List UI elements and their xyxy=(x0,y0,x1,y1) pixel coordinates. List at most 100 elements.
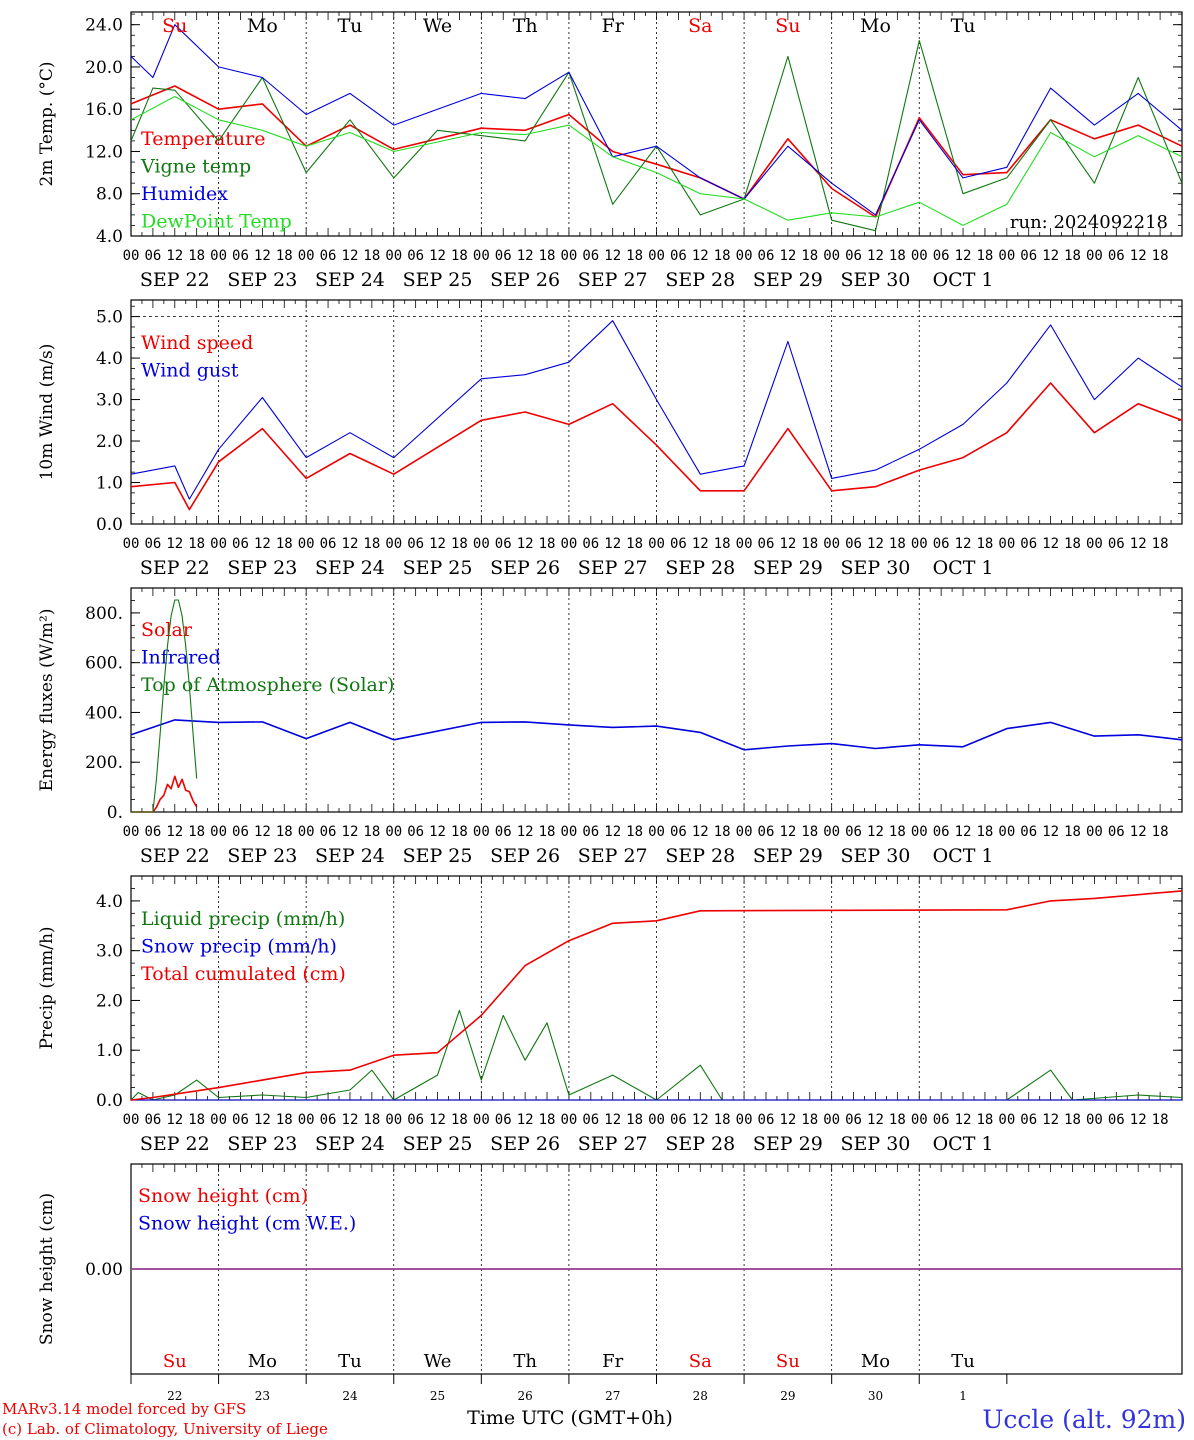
hour-label: 06 xyxy=(144,1112,161,1128)
lab-credit: (c) Lab. of Climatology, University of L… xyxy=(2,1420,328,1438)
hour-label: 18 xyxy=(889,248,906,264)
series-line-infrared xyxy=(130,719,1183,751)
hour-label: 18 xyxy=(626,824,643,840)
date-label: SEP 22 xyxy=(140,845,210,867)
hour-label: 12 xyxy=(517,824,534,840)
hour-label: 00 xyxy=(473,824,490,840)
date-label: SEP 28 xyxy=(665,845,735,867)
hour-label: 06 xyxy=(407,1112,424,1128)
hour-label: 18 xyxy=(539,824,556,840)
hour-label: 00 xyxy=(385,536,402,552)
hour-label: 06 xyxy=(495,248,512,264)
day-label: We xyxy=(424,1351,452,1372)
hour-label: 18 xyxy=(626,536,643,552)
date-label: SEP 25 xyxy=(403,1133,473,1155)
hour-label: 12 xyxy=(429,536,446,552)
date-label: SEP 25 xyxy=(403,269,473,291)
hour-label: 06 xyxy=(1020,248,1037,264)
series-line-dewpoint-temp xyxy=(130,95,1183,226)
hour-label: 12 xyxy=(166,1112,183,1128)
hour-label: 00 xyxy=(298,1112,315,1128)
day-label: Su xyxy=(162,15,187,37)
hour-label: 00 xyxy=(210,536,227,552)
hour-label: 00 xyxy=(1086,248,1103,264)
date-label: SEP 27 xyxy=(578,557,648,579)
hour-label: 18 xyxy=(276,1112,293,1128)
y-tick-label: 200. xyxy=(85,753,123,773)
hour-label: 18 xyxy=(801,536,818,552)
date-label: SEP 24 xyxy=(315,557,385,579)
model-credit: MARv3.14 model forced by GFS xyxy=(2,1400,246,1418)
hour-label: 06 xyxy=(933,248,950,264)
hour-label: 12 xyxy=(429,824,446,840)
date-label: SEP 28 xyxy=(665,557,735,579)
hour-label: 18 xyxy=(1064,248,1081,264)
y-tick-label: 800. xyxy=(85,604,123,624)
hour-label: 06 xyxy=(845,248,862,264)
hour-label: 00 xyxy=(473,1112,490,1128)
hour-label: 00 xyxy=(560,1112,577,1128)
hour-label: 18 xyxy=(977,536,994,552)
y-axis-label: Precip (mm/h) xyxy=(37,926,57,1049)
hour-label: 12 xyxy=(867,536,884,552)
hour-label: 00 xyxy=(648,248,665,264)
hour-label: 18 xyxy=(276,536,293,552)
hour-label: 00 xyxy=(823,248,840,264)
hour-label: 18 xyxy=(801,1112,818,1128)
day-label: Mo xyxy=(860,15,891,37)
hour-label: 12 xyxy=(779,824,796,840)
day-label: Sa xyxy=(689,1351,712,1372)
date-label: SEP 22 xyxy=(140,1133,210,1155)
day-label: Tu xyxy=(337,15,362,37)
hour-label: 12 xyxy=(692,824,709,840)
hour-label: 18 xyxy=(714,536,731,552)
date-label: SEP 23 xyxy=(227,845,297,867)
hour-label: 06 xyxy=(144,824,161,840)
hour-label: 06 xyxy=(1108,536,1125,552)
hour-label: 18 xyxy=(714,1112,731,1128)
legend-entry: Wind speed xyxy=(141,332,253,354)
date-label: SEP 25 xyxy=(403,557,473,579)
legend-entry: Liquid precip (mm/h) xyxy=(141,908,345,930)
y-tick-label: 0.0 xyxy=(96,1091,123,1111)
hour-label: 18 xyxy=(539,536,556,552)
y-axis-label: 2m Temp. (°C) xyxy=(37,61,57,186)
hour-label: 18 xyxy=(977,1112,994,1128)
date-label: SEP 30 xyxy=(841,557,911,579)
day-label: We xyxy=(423,15,452,37)
y-tick-label: 4.0 xyxy=(96,349,123,369)
hour-label: 00 xyxy=(911,1112,928,1128)
hour-label: 12 xyxy=(342,248,359,264)
legend-entry: Vigne temp xyxy=(140,156,251,178)
hour-label: 06 xyxy=(758,536,775,552)
hour-label: 06 xyxy=(144,248,161,264)
legend-entry: Top of Atmosphere (Solar) xyxy=(141,674,394,696)
date-label: SEP 27 xyxy=(578,1133,648,1155)
hour-label: 00 xyxy=(385,248,402,264)
hour-label: 00 xyxy=(823,824,840,840)
hour-label: 06 xyxy=(670,824,687,840)
y-tick-label: 3.0 xyxy=(96,942,123,962)
date-label: OCT 1 xyxy=(933,1133,994,1155)
hour-label: 18 xyxy=(276,248,293,264)
hour-label: 00 xyxy=(998,824,1015,840)
hour-label: 12 xyxy=(779,536,796,552)
hour-label: 00 xyxy=(123,824,140,840)
hour-label: 12 xyxy=(955,1112,972,1128)
hour-label: 18 xyxy=(276,824,293,840)
legend-entry: Snow precip (mm/h) xyxy=(141,936,337,958)
date-label: SEP 26 xyxy=(490,845,560,867)
legend-entry: Temperature xyxy=(141,128,265,150)
hour-label: 12 xyxy=(1130,1112,1147,1128)
hour-label: 06 xyxy=(407,248,424,264)
day-label: Su xyxy=(163,1351,187,1372)
hour-label: 06 xyxy=(1108,824,1125,840)
hour-label: 12 xyxy=(604,1112,621,1128)
day-label: Mo xyxy=(247,15,278,37)
hour-label: 06 xyxy=(582,536,599,552)
hour-label: 12 xyxy=(867,1112,884,1128)
day-number: 23 xyxy=(255,1389,270,1403)
day-number: 22 xyxy=(167,1389,182,1403)
hour-label: 12 xyxy=(166,824,183,840)
day-label: Tu xyxy=(951,15,976,37)
